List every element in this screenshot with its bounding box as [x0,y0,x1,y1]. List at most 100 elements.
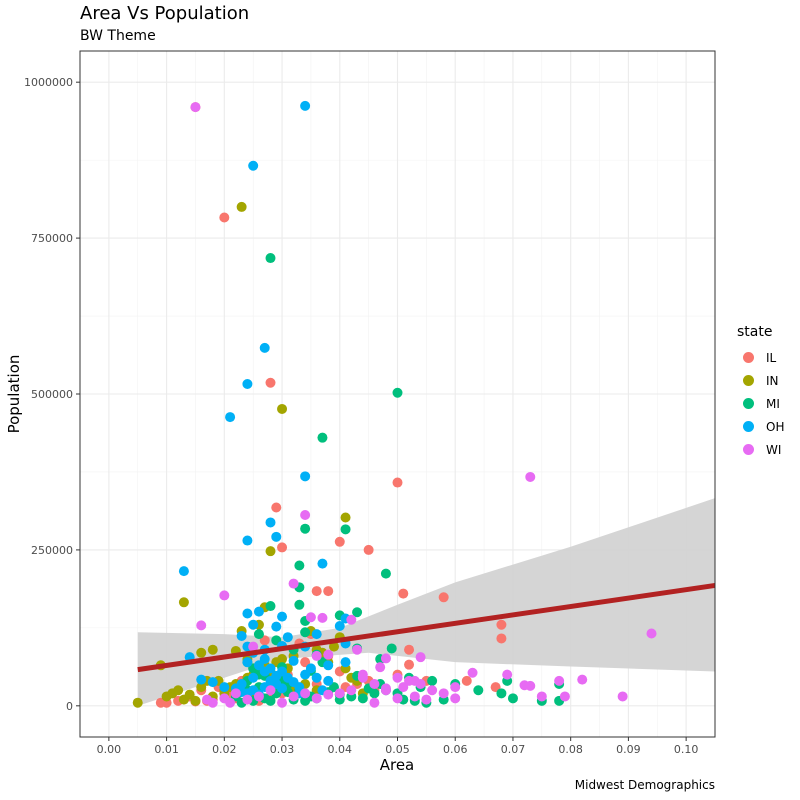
data-point-mi [294,560,305,571]
data-point-wi [577,674,588,685]
trend-line [137,582,716,673]
data-point-wi [409,691,420,702]
data-point-oh [259,666,270,677]
data-point-il [334,536,345,547]
data-point-in [265,546,276,557]
legend-key [743,421,754,432]
data-point-wi [323,689,334,700]
data-point-wi [288,691,299,702]
data-point-wi [346,614,357,625]
data-point-oh [225,412,236,423]
legend-item-il: IL [737,346,784,369]
data-point-in [207,644,218,655]
data-point-mi [300,627,311,638]
data-point-wi [375,662,386,673]
data-point-oh [242,379,253,390]
data-point-oh [282,632,293,643]
data-point-wi [646,628,657,639]
y-tick-label: 500000 [31,388,73,401]
data-point-oh [271,670,282,681]
data-point-il [461,675,472,686]
data-point-in [340,512,351,523]
legend-label: IN [766,373,779,388]
data-point-mi [473,685,484,696]
x-tick-label: 0.04 [328,743,353,756]
data-point-oh [300,471,311,482]
legend-item-oh: OH [737,415,784,438]
legend: state IL IN MI OH WI [737,324,784,461]
data-point-mi [265,695,276,706]
legend-label: OH [766,419,785,434]
data-point-oh [248,619,259,630]
data-point-oh [288,655,299,666]
data-point-mi [357,693,368,704]
data-point-mi [427,675,438,686]
data-point-wi [277,697,288,708]
x-tick-label: 0.10 [674,743,699,756]
data-point-in [277,403,288,414]
data-point-il [496,619,507,630]
data-point-oh [248,672,259,683]
x-tick-label: 0.06 [443,743,468,756]
data-point-mi [265,601,276,612]
data-point-oh [236,630,247,641]
data-point-in [236,201,247,212]
data-point-mi [352,607,363,618]
data-point-in [184,689,195,700]
data-point-il [392,477,403,488]
data-point-wi [380,683,391,694]
data-point-in [196,647,207,658]
x-tick-label: 0.05 [385,743,410,756]
data-point-wi [525,471,536,482]
data-point-wi [369,678,380,689]
y-tick-label: 250000 [31,544,73,557]
data-point-oh [242,657,253,668]
y-axis-ticks: 0 250000 500000 750000 1000000 [24,76,80,713]
x-tick-label: 0.01 [154,743,179,756]
data-point-wi [265,685,276,696]
data-point-il [438,592,449,603]
data-point-wi [427,685,438,696]
data-point-il [363,544,374,555]
data-point-wi [554,675,565,686]
data-point-wi [288,578,299,589]
data-point-wi [357,672,368,683]
data-point-wi [438,688,449,699]
data-point-oh [178,566,189,577]
data-point-wi [450,693,461,704]
legend-item-mi: MI [737,392,784,415]
data-point-oh [277,683,288,694]
data-point-wi [225,697,236,708]
data-point-wi [311,693,322,704]
data-point-oh [300,669,311,680]
data-point-in [132,697,143,708]
data-point-il [265,377,276,388]
data-point-oh [300,100,311,111]
data-point-wi [450,682,461,693]
data-point-oh [219,682,230,693]
data-point-mi [507,693,518,704]
data-point-oh [311,672,322,683]
data-point-oh [259,342,270,353]
data-point-il [496,633,507,644]
data-point-il [311,586,322,597]
data-point-wi [559,691,570,702]
data-point-oh [340,657,351,668]
data-point-wi [369,697,380,708]
data-point-mi [496,688,507,699]
legend-item-wi: WI [737,438,784,461]
data-point-wi [190,102,201,113]
confidence-band-area [137,498,715,706]
data-point-in [329,641,339,652]
data-points [132,100,657,708]
data-point-wi [409,675,420,686]
data-point-wi [300,688,311,699]
x-tick-label: 0.09 [616,743,641,756]
data-point-wi [617,691,628,702]
data-point-oh [248,160,259,171]
x-tick-label: 0.00 [97,743,122,756]
data-point-wi [196,620,207,631]
data-point-oh [323,675,334,686]
data-point-wi [502,669,513,680]
